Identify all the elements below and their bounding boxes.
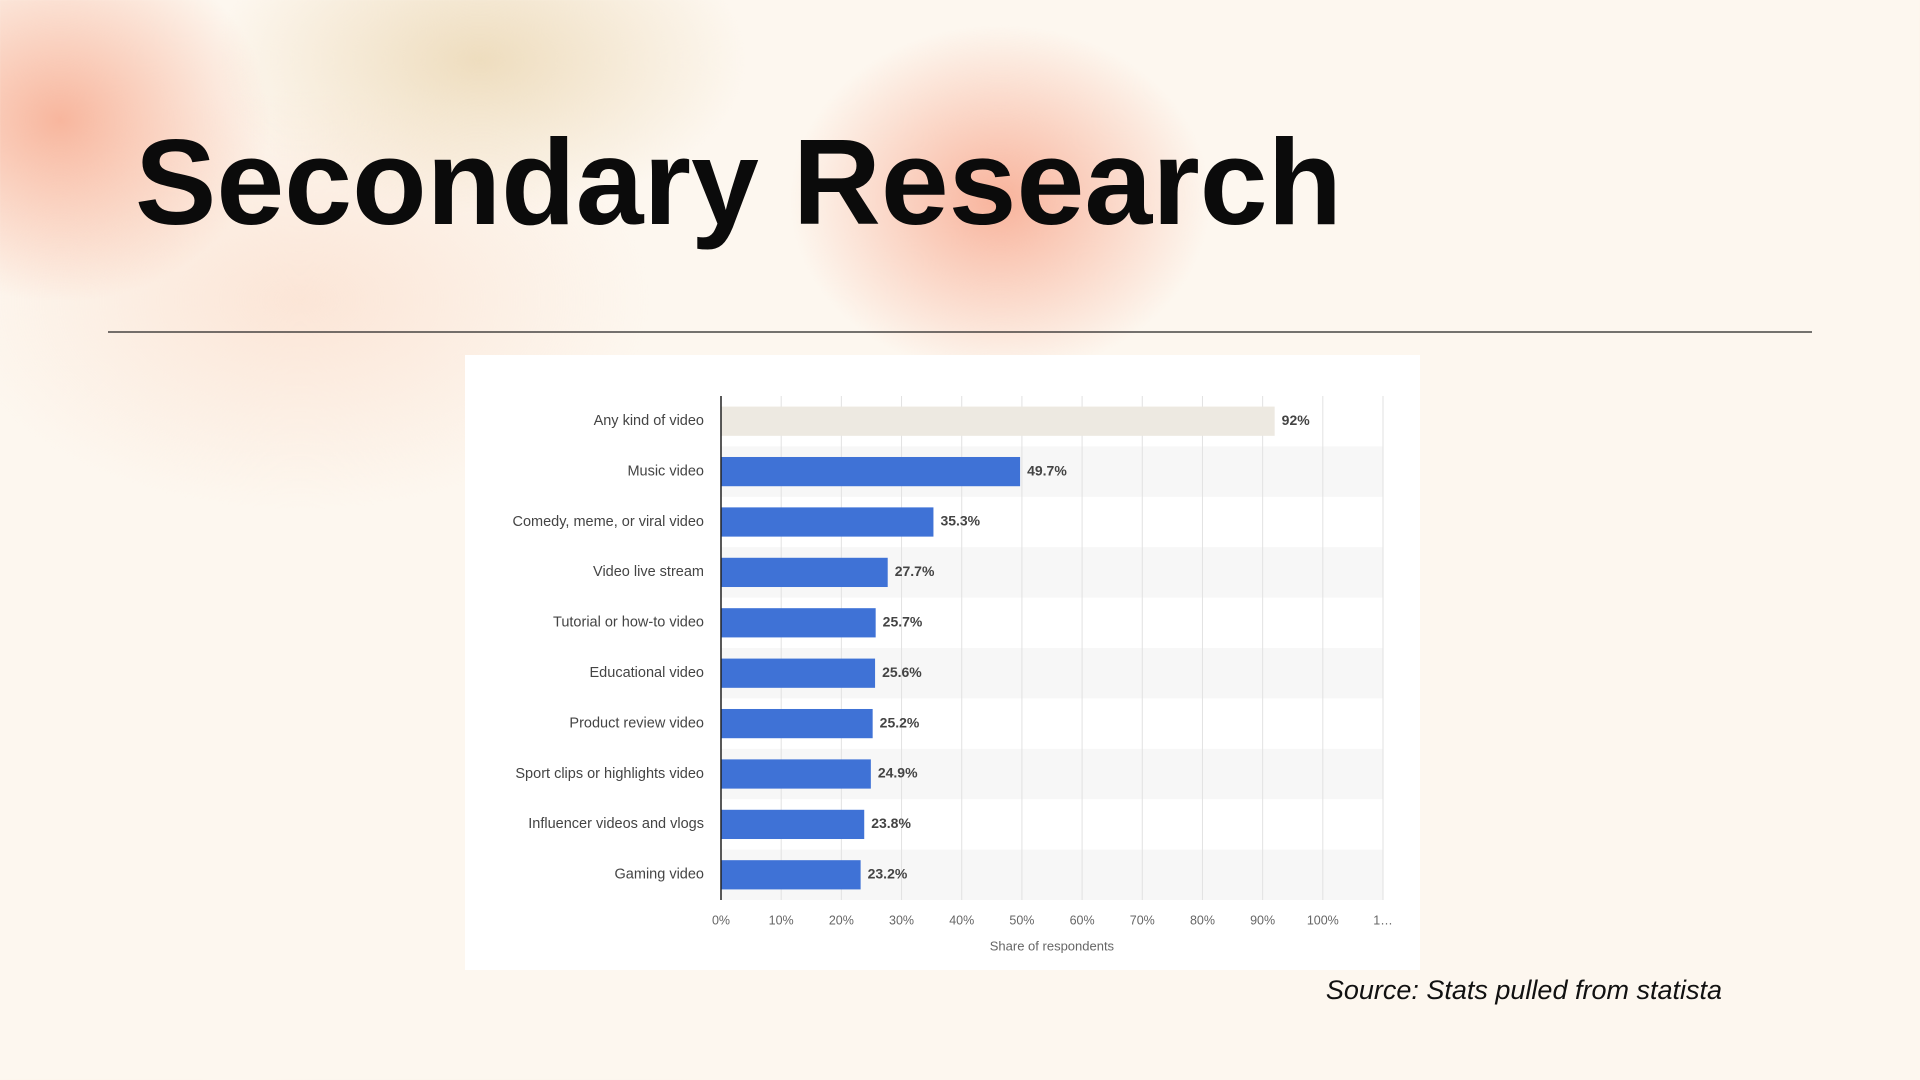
value-label: 92% [1282, 412, 1311, 428]
slide-title: Secondary Research [135, 114, 1342, 250]
value-label: 25.7% [883, 614, 923, 630]
value-label: 25.2% [880, 714, 920, 730]
y-tick-label: Video live stream [593, 564, 704, 580]
bar [721, 658, 876, 688]
x-tick-label: 80% [1190, 913, 1215, 927]
value-label: 24.9% [878, 765, 918, 781]
value-label: 23.2% [868, 866, 908, 882]
y-tick-label: Product review video [569, 715, 704, 731]
bar [721, 860, 861, 890]
bar [721, 456, 1021, 487]
x-tick-label: 20% [829, 913, 854, 927]
bar [721, 708, 873, 739]
value-label: 35.3% [940, 513, 980, 529]
bar [721, 507, 934, 537]
bar [721, 608, 876, 638]
y-tick-label: Tutorial or how-to video [553, 615, 704, 631]
x-tick-label: 50% [1009, 913, 1034, 927]
y-tick-label: Sport clips or highlights video [515, 766, 704, 782]
y-tick-label: Educational video [590, 665, 704, 681]
y-tick-label: Comedy, meme, or viral video [512, 514, 704, 530]
value-label: 25.6% [882, 664, 922, 680]
x-tick-label: 70% [1130, 913, 1155, 927]
value-label: 23.8% [871, 815, 911, 831]
y-tick-label: Influencer videos and vlogs [528, 816, 704, 832]
x-tick-label: 1… [1373, 913, 1392, 927]
y-tick-label: Gaming video [615, 867, 704, 883]
x-axis-label: Share of respondents [990, 938, 1115, 953]
y-tick-label: Any kind of video [594, 413, 704, 429]
x-tick-label: 60% [1070, 913, 1095, 927]
x-tick-label: 90% [1250, 913, 1275, 927]
value-label: 49.7% [1027, 462, 1067, 478]
bar [721, 557, 888, 588]
x-tick-label: 10% [769, 913, 794, 927]
x-tick-label: 100% [1307, 913, 1339, 927]
x-tick-label: 30% [889, 913, 914, 927]
y-tick-label: Music video [627, 463, 704, 479]
bar [721, 809, 865, 840]
x-tick-label: 40% [949, 913, 974, 927]
source-note: Source: Stats pulled from statista [1326, 975, 1722, 1005]
value-label: 27.7% [895, 563, 935, 579]
x-tick-label: 0% [712, 913, 730, 927]
bar [721, 759, 871, 789]
bar [721, 406, 1275, 436]
